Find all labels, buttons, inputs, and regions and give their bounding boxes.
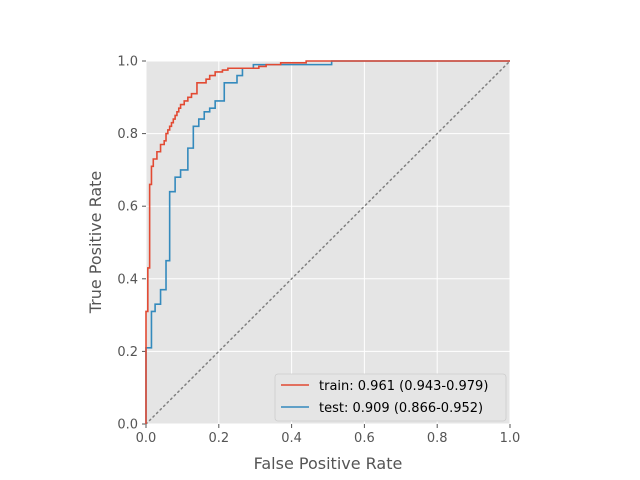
y-tick-label: 0.6 <box>117 200 138 215</box>
series-lines <box>145 60 511 425</box>
y-axis-label: True Positive Rate <box>86 171 105 315</box>
y-tick-label: 0.2 <box>117 345 138 360</box>
legend-box <box>274 373 507 422</box>
y-tick-label: 0.0 <box>117 418 138 433</box>
y-tick-label: 0.4 <box>117 272 138 287</box>
x-tick-label: 0.4 <box>281 431 302 446</box>
x-axis-label: False Positive Rate <box>254 454 403 473</box>
legend-label-train: train: 0.961 (0.943-0.979) <box>319 379 488 394</box>
x-tick-label: 0.2 <box>208 431 229 446</box>
x-tick-label: 0.0 <box>136 431 157 446</box>
x-tick-label: 0.6 <box>354 431 375 446</box>
y-tick-label: 1.0 <box>117 55 138 70</box>
chance-diagonal-line <box>145 60 511 425</box>
test-roc-line <box>145 60 510 424</box>
grid <box>145 60 511 425</box>
axis-ticks: 0.0 0.2 0.4 0.6 0.8 1.0 0.0 0.2 0.4 0.6 0.8 1.0 <box>117 55 520 447</box>
train-roc-line <box>145 60 510 424</box>
legend-label-test: test: 0.909 (0.866-0.952) <box>319 401 483 416</box>
legend: train: 0.961 (0.943-0.979) test: 0.909 (… <box>274 373 507 422</box>
y-tick-label: 0.8 <box>117 127 138 142</box>
x-tick-label: 0.8 <box>427 431 448 446</box>
x-tick-label: 1.0 <box>500 431 521 446</box>
